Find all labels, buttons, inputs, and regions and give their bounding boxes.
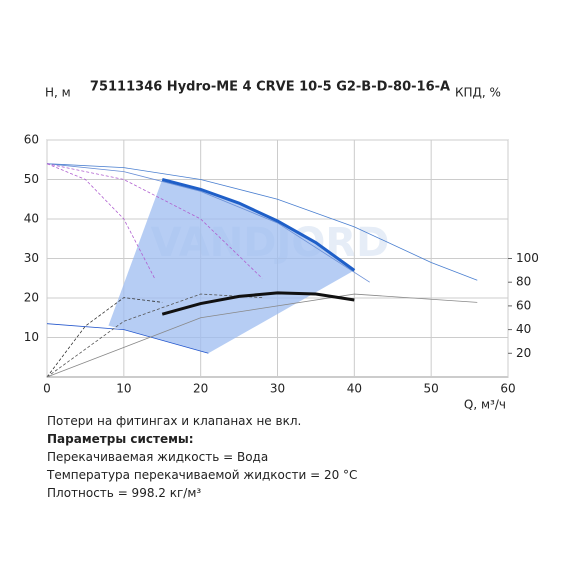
series-line xyxy=(46,163,155,279)
series-line xyxy=(46,163,370,283)
y2-tick-label: 80 xyxy=(516,275,531,289)
series-line xyxy=(46,293,263,378)
series-line xyxy=(161,178,356,272)
y-tick-label: 40 xyxy=(24,212,39,226)
note: Температура перекачиваемой жидкости = 20… xyxy=(47,468,358,482)
x-axis-label: Q, м³/ч xyxy=(464,398,506,411)
note: Перекачиваемая жидкость = Вода xyxy=(47,450,269,464)
y2-axis-label: КПД, % xyxy=(455,86,501,100)
x-tick-label: 50 xyxy=(424,382,439,396)
x-tick-label: 30 xyxy=(270,382,285,396)
series-line xyxy=(161,291,355,316)
chart: 75111346 Hydro-ME 4 CRVE 10-5 G2-B-D-80-… xyxy=(24,80,539,411)
series-line xyxy=(46,297,163,378)
note-heading: Параметры системы: xyxy=(47,432,194,446)
series-line xyxy=(46,293,478,378)
y2-tick-label: 100 xyxy=(516,251,539,265)
y2-tick-label: 20 xyxy=(516,346,531,360)
y2-tick-label: 60 xyxy=(516,298,531,312)
note: Плотность = 998.2 кг/м³ xyxy=(47,486,202,500)
y-tick-label: 60 xyxy=(24,133,39,147)
x-tick-label: 20 xyxy=(193,382,208,396)
y-tick-label: 10 xyxy=(24,330,39,344)
chart-title: 75111346 Hydro-ME 4 CRVE 10-5 G2-B-D-80-… xyxy=(90,80,450,95)
x-tick-label: 60 xyxy=(500,382,515,396)
y-tick-label: 30 xyxy=(24,251,39,265)
x-tick-label: 10 xyxy=(116,382,131,396)
y-tick-label: 20 xyxy=(24,291,39,305)
y-axis-label: H, м xyxy=(45,86,71,100)
x-tick-label: 40 xyxy=(347,382,362,396)
operating-region xyxy=(108,179,355,354)
y-tick-label: 50 xyxy=(24,172,39,186)
x-tick-label: 0 xyxy=(43,382,51,396)
series-line xyxy=(46,163,263,279)
series-line xyxy=(46,163,478,281)
y2-tick-label: 40 xyxy=(516,322,531,336)
note: Потери на фитингах и клапанах не вкл. xyxy=(47,414,302,428)
series-line xyxy=(46,323,209,354)
